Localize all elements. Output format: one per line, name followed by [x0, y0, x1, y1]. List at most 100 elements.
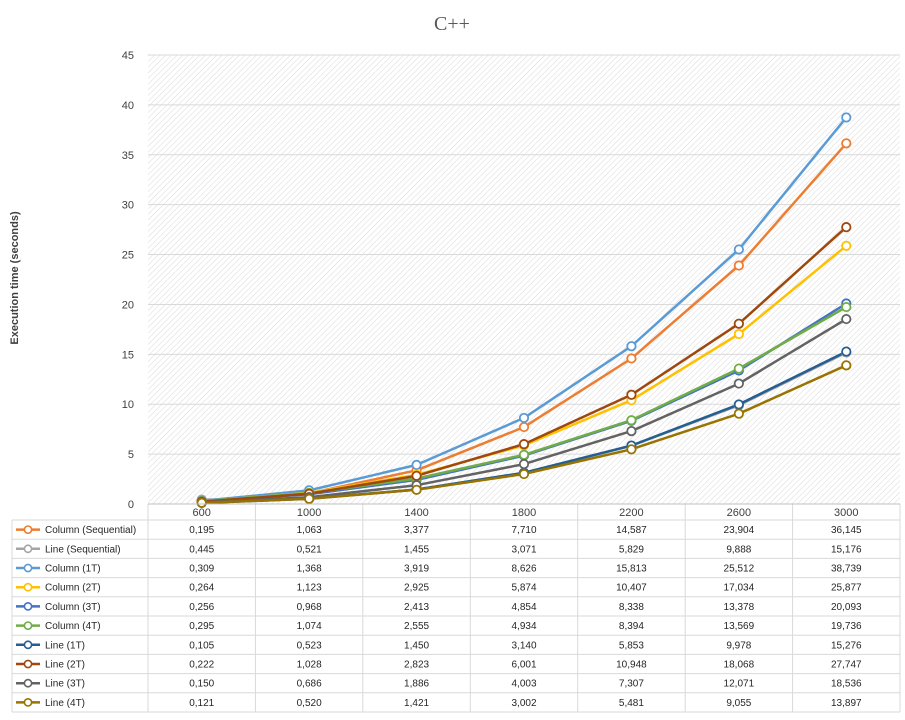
table-cell: 0,264	[189, 583, 214, 594]
table-cell: 0,521	[297, 544, 322, 555]
legend-label: Column (1T)	[45, 564, 101, 575]
table-cell: 1,063	[297, 525, 322, 536]
data-point	[733, 328, 744, 340]
data-point	[411, 459, 422, 470]
legend-label: Column (4T)	[45, 621, 101, 632]
legend-key-marker	[23, 563, 33, 573]
table-cell: 5,853	[619, 640, 644, 651]
data-point	[518, 449, 530, 460]
x-tick-label: 1000	[297, 507, 321, 519]
table-cell: 12,071	[724, 679, 755, 690]
table-cell: 14,587	[616, 525, 647, 536]
table-cell: 9,978	[726, 640, 751, 651]
data-point	[841, 240, 852, 251]
legend-key-marker	[23, 621, 33, 630]
table-cell: 15,176	[831, 544, 862, 555]
data-point	[518, 439, 530, 450]
table-cell: 5,481	[619, 698, 644, 709]
table-cell: 4,854	[511, 602, 536, 613]
legend-key-marker	[23, 525, 33, 534]
y-tick-label: 25	[122, 250, 134, 262]
table-cell: 7,710	[511, 525, 536, 536]
data-point	[733, 378, 744, 389]
data-point	[733, 399, 744, 410]
table-cell: 3,919	[404, 564, 429, 575]
y-axis-ticks: 0 5 10 15 20 25 30 35 40 45	[122, 50, 134, 511]
table-cell: 1,123	[297, 583, 322, 594]
table-cell: 0,445	[189, 544, 214, 555]
table-cell: 2,413	[404, 602, 429, 613]
table-cell: 0,295	[189, 621, 214, 632]
legend-label: Line (3T)	[45, 679, 85, 690]
table-cell: 38,739	[831, 564, 862, 575]
data-point	[626, 415, 637, 426]
table-cell: 0,121	[189, 698, 214, 709]
y-tick-label: 45	[122, 50, 134, 62]
table-cell: 18,068	[724, 660, 755, 671]
data-point	[841, 301, 852, 313]
x-tick-label: 2200	[619, 507, 643, 519]
y-tick-label: 30	[122, 200, 134, 212]
data-point	[841, 138, 852, 149]
table-cell: 8,338	[619, 602, 644, 613]
table-cell: 2,823	[404, 660, 429, 671]
data-point	[626, 389, 637, 400]
series-layer	[196, 112, 852, 509]
legend-key-marker	[23, 640, 33, 650]
table-cell: 0,195	[189, 525, 214, 536]
y-tick-label: 10	[122, 399, 134, 411]
table-cell: 23,904	[724, 525, 755, 536]
table-cell: 4,934	[511, 621, 536, 632]
legend-label: Column (Sequential)	[45, 525, 136, 536]
data-point	[841, 346, 852, 357]
table-cell: 6,001	[511, 660, 536, 671]
x-tick-label: 1400	[404, 507, 428, 519]
table-cell: 8,394	[619, 621, 644, 632]
table-cell: 3,377	[404, 525, 429, 536]
data-point	[626, 425, 637, 437]
table-cell: 9,055	[726, 698, 751, 709]
data-table: 600 1000 1400 1800 2200 2600 3000 Column (Seque…	[11, 503, 901, 713]
legend-label: Line (1T)	[45, 640, 85, 651]
table-cell: 1,450	[404, 640, 429, 651]
y-tick-label: 20	[122, 299, 134, 311]
table-cell: 25,512	[724, 564, 755, 575]
data-point	[626, 341, 637, 352]
y-tick-label: 15	[122, 349, 134, 361]
chart-title: C++	[434, 13, 470, 35]
data-point	[733, 260, 744, 271]
legend-key-marker	[23, 602, 33, 611]
table-cell: 3,140	[511, 640, 536, 651]
data-point	[518, 421, 530, 433]
data-point	[841, 360, 852, 371]
legend-label: Line (Sequential)	[45, 544, 121, 555]
table-cell: 0,686	[297, 679, 322, 690]
table-cell: 8,626	[511, 564, 536, 575]
table-cell: 0,150	[189, 679, 214, 690]
data-point	[626, 444, 637, 455]
x-tick-label: 2600	[727, 507, 751, 519]
y-tick-label: 5	[128, 449, 134, 461]
table-cell: 13,569	[724, 621, 755, 632]
table-cell: 0,968	[297, 602, 322, 613]
table-cell: 1,421	[404, 698, 429, 709]
table-cell: 19,736	[831, 621, 862, 632]
legend-label: Line (4T)	[45, 698, 85, 709]
data-point	[733, 244, 744, 255]
legend-key-marker	[23, 582, 33, 592]
x-tick-label: 600	[193, 507, 211, 519]
table-cell: 13,897	[831, 698, 862, 709]
legend-key-marker	[23, 678, 33, 688]
legend-key-marker	[23, 659, 33, 669]
table-cell: 36,145	[831, 525, 862, 536]
table-cell: 20,093	[831, 602, 862, 613]
table-cell: 2,555	[404, 621, 429, 632]
table-cell: 18,536	[831, 679, 862, 690]
data-point	[841, 313, 852, 325]
data-point	[518, 412, 530, 424]
data-point	[733, 318, 744, 329]
table-cell: 15,276	[831, 640, 862, 651]
table-cell: 1,886	[404, 679, 429, 690]
table-cell: 0,520	[297, 698, 322, 709]
